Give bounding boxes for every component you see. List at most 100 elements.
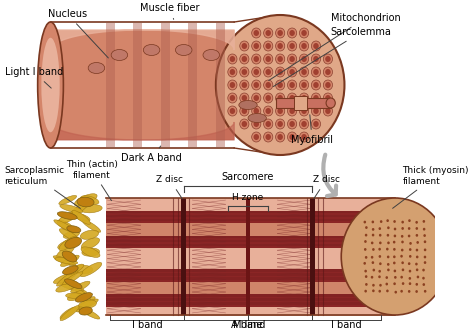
Ellipse shape: [228, 80, 237, 90]
Bar: [106, 236, 395, 238]
Bar: [106, 248, 395, 253]
Ellipse shape: [300, 132, 309, 142]
Ellipse shape: [393, 282, 396, 285]
Ellipse shape: [264, 54, 273, 64]
Ellipse shape: [387, 263, 390, 266]
Ellipse shape: [275, 28, 285, 38]
Ellipse shape: [380, 220, 383, 223]
Bar: [106, 256, 395, 261]
Ellipse shape: [422, 220, 425, 223]
Ellipse shape: [252, 28, 261, 38]
Bar: [106, 273, 395, 278]
Ellipse shape: [371, 256, 374, 259]
Ellipse shape: [387, 241, 390, 244]
Ellipse shape: [264, 132, 273, 142]
Ellipse shape: [41, 38, 60, 132]
Bar: [106, 244, 395, 249]
Ellipse shape: [67, 264, 84, 275]
Ellipse shape: [387, 226, 390, 229]
Ellipse shape: [416, 249, 418, 251]
Ellipse shape: [393, 261, 396, 264]
Bar: [106, 298, 395, 301]
Ellipse shape: [275, 93, 285, 103]
Ellipse shape: [75, 293, 92, 302]
Ellipse shape: [393, 220, 396, 223]
Ellipse shape: [277, 69, 283, 75]
Ellipse shape: [401, 249, 403, 251]
Ellipse shape: [74, 213, 90, 221]
Text: Dark A band: Dark A band: [121, 146, 182, 163]
Ellipse shape: [264, 106, 273, 116]
Ellipse shape: [365, 226, 368, 229]
Ellipse shape: [265, 30, 271, 36]
Ellipse shape: [364, 262, 366, 265]
Ellipse shape: [254, 69, 259, 75]
Ellipse shape: [64, 279, 82, 289]
Bar: [106, 215, 395, 219]
Ellipse shape: [311, 93, 320, 103]
Ellipse shape: [265, 108, 271, 114]
Ellipse shape: [252, 41, 261, 51]
Ellipse shape: [386, 248, 389, 250]
Ellipse shape: [300, 119, 309, 129]
Ellipse shape: [313, 69, 319, 75]
Ellipse shape: [264, 67, 273, 77]
Bar: [106, 231, 395, 236]
Ellipse shape: [60, 305, 80, 321]
Ellipse shape: [288, 28, 297, 38]
Ellipse shape: [288, 106, 297, 116]
Bar: [106, 198, 395, 203]
Ellipse shape: [424, 256, 426, 258]
Ellipse shape: [387, 268, 390, 271]
Bar: [106, 265, 395, 269]
Text: Light I band: Light I band: [5, 67, 63, 88]
Ellipse shape: [53, 256, 76, 266]
Ellipse shape: [277, 95, 283, 101]
Ellipse shape: [409, 242, 412, 245]
Ellipse shape: [88, 63, 105, 74]
Ellipse shape: [264, 80, 273, 90]
Ellipse shape: [409, 248, 411, 251]
Ellipse shape: [323, 67, 333, 77]
Ellipse shape: [229, 56, 235, 62]
Ellipse shape: [386, 289, 389, 292]
Ellipse shape: [288, 132, 297, 142]
Bar: [188, 23, 198, 147]
Ellipse shape: [289, 95, 295, 101]
Bar: [106, 302, 395, 305]
Bar: [106, 269, 395, 274]
Ellipse shape: [289, 69, 295, 75]
Ellipse shape: [264, 41, 273, 51]
Ellipse shape: [82, 238, 100, 249]
Ellipse shape: [56, 282, 77, 292]
Text: Nucleus: Nucleus: [48, 9, 109, 58]
Bar: [106, 219, 395, 221]
Ellipse shape: [203, 50, 219, 61]
Bar: [106, 261, 395, 265]
Ellipse shape: [56, 270, 78, 286]
Bar: [310, 198, 315, 315]
Bar: [106, 277, 395, 282]
Text: M line: M line: [233, 320, 263, 330]
Text: Mitochondrion: Mitochondrion: [269, 13, 401, 81]
Ellipse shape: [72, 210, 91, 224]
Ellipse shape: [242, 82, 247, 88]
Ellipse shape: [252, 106, 261, 116]
Ellipse shape: [265, 82, 271, 88]
Ellipse shape: [415, 290, 418, 293]
Bar: [106, 202, 395, 207]
Ellipse shape: [300, 54, 309, 64]
Ellipse shape: [277, 56, 283, 62]
Ellipse shape: [373, 269, 375, 271]
Text: Thick (myosin)
filament: Thick (myosin) filament: [392, 166, 469, 208]
Ellipse shape: [63, 231, 80, 238]
Ellipse shape: [254, 43, 259, 49]
Text: Sarcoplasmic
reticulum: Sarcoplasmic reticulum: [5, 166, 81, 208]
Ellipse shape: [55, 257, 78, 264]
Ellipse shape: [80, 204, 102, 213]
Ellipse shape: [408, 290, 410, 293]
Ellipse shape: [424, 240, 426, 243]
Bar: [246, 198, 250, 315]
Ellipse shape: [422, 277, 425, 280]
Ellipse shape: [301, 108, 307, 114]
